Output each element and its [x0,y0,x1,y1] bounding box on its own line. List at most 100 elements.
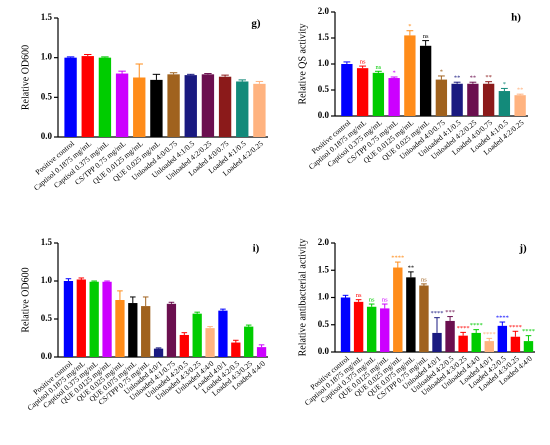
y-tick-label: 0.0 [318,346,330,356]
bar [76,279,86,357]
significance-label: ns [369,297,375,304]
y-tick-label: 2.0 [318,6,330,16]
bar [419,45,432,116]
significance-label: **** [457,325,470,332]
bar [467,83,479,116]
bar [380,308,390,352]
bar [153,348,164,357]
bar [482,83,495,116]
bar [63,281,74,357]
bar [419,285,429,352]
y-tick-label: 1.0 [41,275,53,285]
y-axis-label: Relative OD600 [20,267,31,332]
bar [133,77,146,137]
significance-label: **** [431,310,444,317]
y-tick-label: 0.0 [318,110,330,120]
bar [471,332,481,352]
bar [484,341,494,352]
significance-label: ns [423,33,429,40]
panel-label: h) [511,12,521,24]
bar [341,64,353,116]
bar [184,75,197,137]
y-tick-label: 1.5 [318,264,330,274]
bar [244,326,254,357]
significance-label: ns [375,64,381,71]
significance-label: * [440,68,443,75]
significance-label: * [393,69,396,76]
bar [192,313,202,357]
y-tick-label: 0.5 [318,319,330,329]
significance-label: * [408,23,411,30]
y-tick-label: 1.5 [41,12,53,22]
y-tick-label: 2.0 [318,237,330,247]
bar [253,83,266,137]
bar [201,74,215,137]
y-axis-label: Relative antibacterial activity [297,239,308,357]
panel-label: i) [253,243,260,255]
bar [166,303,177,357]
y-tick-label: 1.5 [41,237,53,247]
bar [497,325,508,352]
bar [498,91,511,116]
panel-label: g) [251,18,261,30]
bar [356,68,369,116]
bar [218,310,228,357]
bar [231,342,241,357]
panel-label: j) [518,243,527,255]
bar [150,79,163,137]
y-axis-label: Relative OD600 [20,45,31,110]
bar [510,336,521,352]
bar [404,35,416,116]
y-tick-label: 0.5 [318,84,330,94]
bar [179,334,189,357]
significance-label: **** [391,255,404,262]
bar [115,73,129,137]
bar [523,341,534,352]
bar [205,328,215,357]
significance-label: ns [360,59,366,66]
y-tick-label: 0.0 [41,131,53,141]
bar [393,267,403,352]
significance-label: **** [509,324,522,331]
bar [406,277,416,352]
significance-label: ** [470,75,477,82]
y-tick-label: 0.5 [41,313,53,323]
bar [458,335,468,352]
bar [366,306,377,352]
significance-label: **** [496,315,509,322]
y-tick-label: 1.5 [318,32,330,42]
bar [115,300,125,357]
bar [167,74,180,137]
bar [81,56,94,137]
bar [89,281,99,357]
bar [372,72,385,116]
bar [98,57,112,137]
significance-label: ns [382,297,388,304]
significance-label: ns [356,292,362,299]
significance-label: ** [485,74,492,81]
significance-label: ** [517,87,524,94]
significance-label: *** [445,309,455,316]
significance-label: **** [522,328,535,335]
bar [514,95,526,116]
bar [432,332,442,352]
bar [388,78,400,116]
significance-label: ** [454,75,461,82]
y-axis-label: Relative QS activity [297,23,308,104]
bar [64,57,77,137]
significance-label: ** [408,264,415,271]
significance-label: **** [470,322,483,329]
bar [102,281,112,357]
bar [141,306,151,357]
bar [340,297,351,352]
bar [451,83,463,116]
y-tick-label: 1.0 [41,52,53,62]
significance-label: * [503,81,506,88]
y-tick-label: 0.0 [41,351,53,361]
y-tick-label: 0.5 [41,91,53,101]
bar [353,301,364,352]
y-tick-label: 1.0 [318,58,330,68]
bar [435,79,448,116]
significance-label: ns [421,276,427,283]
